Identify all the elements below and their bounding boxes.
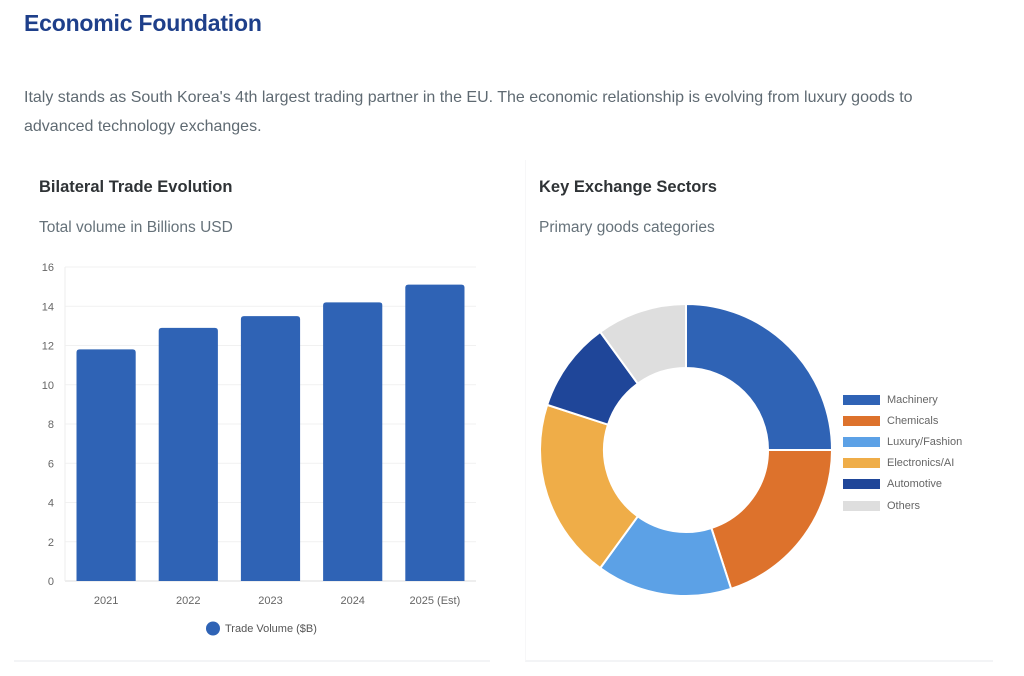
legend-item-chemicals[interactable]: Chemicals: [843, 410, 962, 431]
legend-swatch-icon: [843, 394, 880, 405]
legend-label: Chemicals: [887, 414, 939, 427]
card-subtitle: Primary goods categories: [539, 219, 715, 236]
slice-others[interactable]: [598, 302, 687, 386]
legend-swatch-icon: [843, 479, 880, 490]
legend-label: Machinery: [887, 393, 938, 406]
legend-swatch-icon: [843, 415, 880, 426]
page-title: Economic Foundation: [24, 10, 262, 36]
legend-label: Luxury/Fashion: [887, 435, 963, 448]
card-title: Bilateral Trade Evolution: [39, 178, 233, 196]
legend-item-luxury-fashion[interactable]: Luxury/Fashion: [843, 431, 962, 452]
intro-paragraph: Italy stands as South Korea's 4th larges…: [24, 89, 913, 135]
donut-legend: Machinery Chemicals Luxury/Fashion Electron…: [843, 389, 962, 516]
slice-chemicals[interactable]: [710, 449, 834, 591]
slice-electronics-ai[interactable]: [539, 403, 640, 570]
legend-swatch-icon: [843, 500, 880, 511]
legend-swatch-icon: [843, 436, 880, 447]
legend-label: Electronics/AI: [887, 457, 955, 470]
legend-item-others[interactable]: Others: [843, 495, 962, 516]
legend-label: Others: [887, 499, 921, 512]
legend-item-machinery[interactable]: Machinery: [843, 389, 962, 410]
exchange-sectors-card: Key Exchange Sectors Primary goods categ…: [525, 160, 993, 662]
trade-evolution-card: Bilateral Trade Evolution Total volume i…: [14, 160, 490, 662]
card-title: Key Exchange Sectors: [539, 178, 717, 196]
legend-item-electronics-ai[interactable]: Electronics/AI: [843, 453, 962, 474]
slice-machinery[interactable]: [685, 302, 834, 451]
legend-swatch-icon: [843, 458, 880, 469]
legend-item-automotive[interactable]: Automotive: [843, 474, 962, 495]
card-subtitle: Total volume in Billions USD: [39, 219, 233, 236]
legend-label: Automotive: [887, 478, 943, 491]
